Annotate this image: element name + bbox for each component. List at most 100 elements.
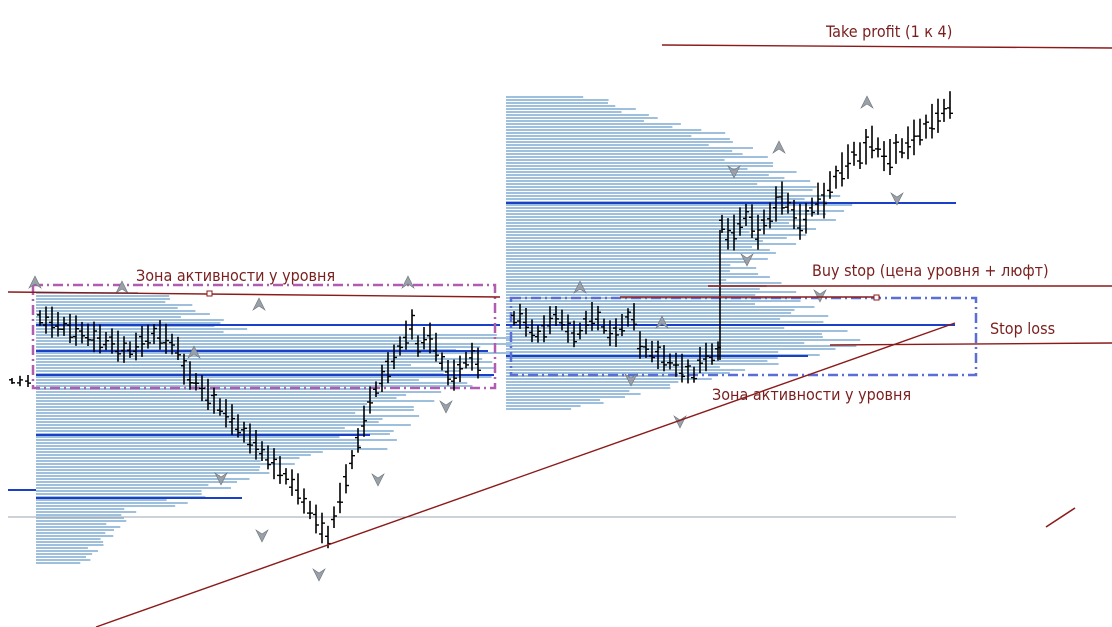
profile-bar bbox=[506, 231, 750, 233]
profile-bar bbox=[36, 559, 91, 561]
profile-bar bbox=[506, 135, 692, 137]
profile-bar bbox=[506, 186, 817, 188]
profile-bar bbox=[36, 466, 261, 468]
profile-bar bbox=[506, 405, 581, 407]
buy-stop-label: Buy stop (цена уровня + люфт) bbox=[812, 261, 1049, 280]
profile-bar bbox=[36, 331, 224, 333]
profile-bar bbox=[506, 114, 649, 116]
profile-bar bbox=[36, 454, 311, 456]
profile-bar bbox=[36, 517, 124, 519]
profile-bar bbox=[506, 213, 827, 215]
profile-bar bbox=[36, 526, 121, 528]
profile-bar bbox=[506, 195, 841, 197]
profile-bar bbox=[506, 315, 829, 317]
profile-bar bbox=[36, 529, 114, 531]
trend-line bbox=[95, 322, 956, 627]
profile-bar bbox=[36, 523, 107, 525]
profile-bar bbox=[506, 126, 673, 128]
profile-bar bbox=[506, 270, 730, 272]
profile-bar bbox=[36, 310, 196, 312]
profile-bar bbox=[36, 550, 98, 552]
profile-bar bbox=[506, 396, 625, 398]
profile-bar bbox=[506, 360, 768, 362]
profile-bar bbox=[36, 481, 237, 483]
profile-bar bbox=[36, 514, 122, 516]
profile-bar bbox=[506, 111, 622, 113]
profile-bar bbox=[36, 508, 125, 510]
profile-bar bbox=[506, 408, 572, 410]
profile-bar bbox=[506, 162, 774, 164]
profile-bar bbox=[506, 369, 746, 371]
profile-bar bbox=[506, 267, 757, 269]
profile-bar bbox=[506, 273, 759, 275]
profile-bar bbox=[506, 300, 801, 302]
fractal-down-icon bbox=[890, 192, 904, 206]
profile-bar bbox=[36, 364, 411, 366]
fractal-down-icon bbox=[624, 373, 638, 387]
profile-bar bbox=[36, 415, 420, 417]
profile-bar bbox=[506, 180, 811, 182]
profile-bar bbox=[506, 153, 743, 155]
profile-bar bbox=[36, 316, 181, 318]
fractal-up-icon bbox=[401, 275, 415, 289]
fractal-up-icon bbox=[115, 280, 129, 294]
profile-bar bbox=[506, 399, 601, 401]
profile-bar bbox=[506, 291, 797, 293]
profile-bar bbox=[506, 306, 815, 308]
profile-bar bbox=[506, 129, 702, 131]
profile-bar bbox=[506, 402, 604, 404]
profile-bar bbox=[36, 442, 360, 444]
profile-bar bbox=[36, 298, 170, 300]
profile-bar bbox=[506, 309, 795, 311]
profile-bar bbox=[506, 288, 760, 290]
profile-bar bbox=[36, 406, 414, 408]
activity-zones bbox=[31, 283, 978, 390]
profile-bar bbox=[36, 388, 371, 390]
profile-bar bbox=[506, 138, 730, 140]
zone-box-left bbox=[31, 283, 497, 390]
profile-bar bbox=[506, 123, 681, 125]
level-handle bbox=[206, 290, 213, 297]
profile-bar bbox=[506, 168, 748, 170]
profile-bar bbox=[506, 330, 848, 332]
profile-bar bbox=[506, 96, 584, 98]
profile-bar bbox=[506, 174, 769, 176]
profile-bar bbox=[506, 381, 679, 383]
profile-bar bbox=[36, 490, 202, 492]
profile-bar bbox=[506, 357, 778, 359]
buy-stop-handle bbox=[873, 294, 880, 301]
profile-bar bbox=[36, 409, 414, 411]
profile-bar bbox=[506, 144, 709, 146]
profile-bar bbox=[506, 282, 782, 284]
profile-bar bbox=[36, 469, 260, 471]
profile-bar bbox=[36, 544, 104, 546]
profile-bar bbox=[506, 132, 726, 134]
profile-bar bbox=[506, 117, 658, 119]
profile-bar bbox=[36, 412, 356, 414]
level-annotation-line bbox=[7, 291, 501, 298]
profile-bar bbox=[506, 240, 763, 242]
profile-bar bbox=[506, 249, 770, 251]
profile-bar bbox=[506, 333, 822, 335]
profile-bar bbox=[36, 460, 261, 462]
fractal-down-icon bbox=[439, 400, 453, 414]
profile-bar bbox=[36, 379, 419, 381]
profile-bar bbox=[506, 387, 671, 389]
profile-bar bbox=[36, 313, 210, 315]
profile-bar bbox=[36, 553, 93, 555]
profile-bar bbox=[36, 478, 250, 480]
profile-bar bbox=[36, 307, 178, 309]
profile-bar bbox=[506, 252, 776, 254]
fractal-down-icon bbox=[255, 529, 269, 543]
profile-bar bbox=[506, 246, 752, 248]
stop-loss-line bbox=[829, 342, 1112, 346]
fractal-down-icon bbox=[727, 165, 741, 179]
price-bars bbox=[9, 91, 953, 549]
profile-bar bbox=[36, 439, 397, 441]
profile-bar bbox=[506, 216, 795, 218]
profile-bar bbox=[506, 228, 816, 230]
profile-bar bbox=[36, 505, 176, 507]
profile-bar bbox=[36, 367, 495, 369]
profile-bar bbox=[506, 258, 768, 260]
